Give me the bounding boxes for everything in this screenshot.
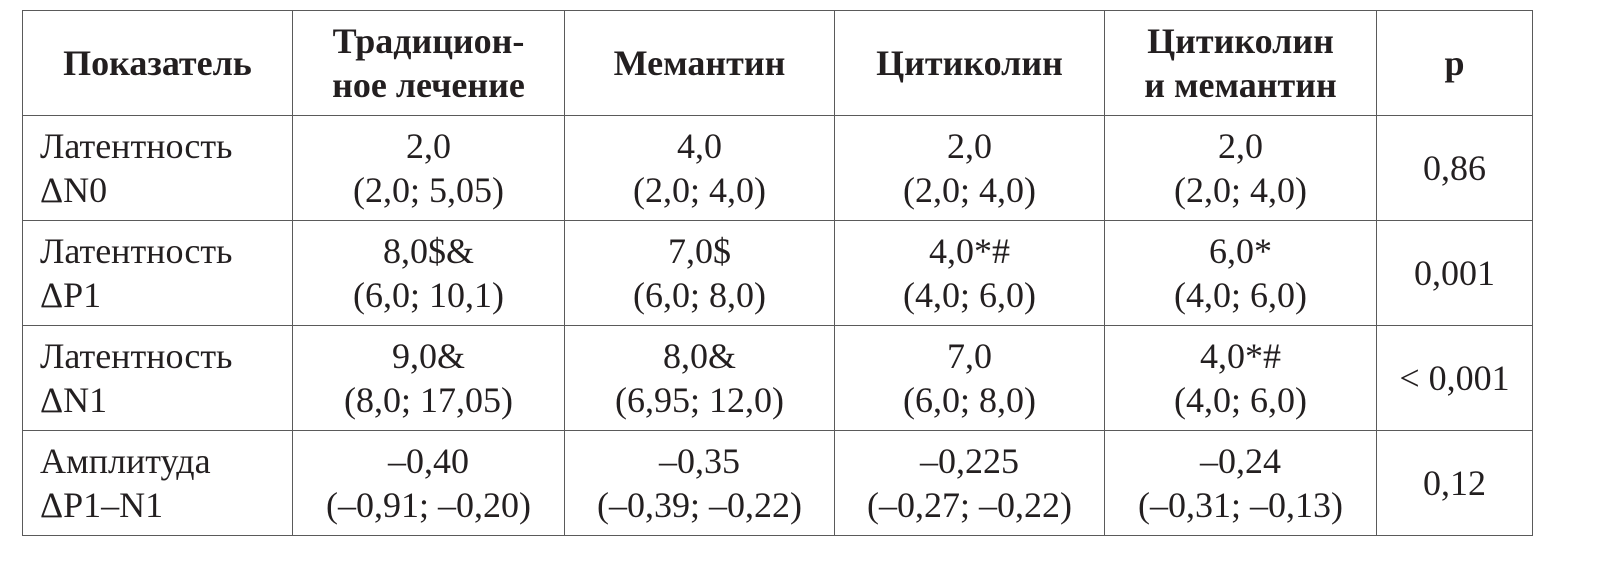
table-row: Латентность ΔN1 9,0& (8,0; 17,05) 8,0& (… <box>22 325 1533 431</box>
header-traditional-treatment: Традицион- ное лечение <box>292 10 565 116</box>
header-citicoline-memantine: Цитиколин и мемантин <box>1104 10 1377 116</box>
table-cell: –0,40 (–0,91; –0,20) <box>292 430 565 536</box>
p-value-cell: 0,12 <box>1376 430 1533 536</box>
table-cell: 8,0$& (6,0; 10,1) <box>292 220 565 326</box>
table-cell: 2,0 (2,0; 4,0) <box>1104 115 1377 221</box>
header-row: Показатель Традицион- ное лечение Мемант… <box>22 10 1533 116</box>
header-indicator: Показатель <box>22 10 293 116</box>
table-cell: –0,225 (–0,27; –0,22) <box>834 430 1105 536</box>
header-p: p <box>1376 10 1533 116</box>
table-cell: –0,24 (–0,31; –0,13) <box>1104 430 1377 536</box>
table-cell: 7,0 (6,0; 8,0) <box>834 325 1105 431</box>
row-label: Амплитуда ΔP1–N1 <box>22 430 293 536</box>
table-container: Показатель Традицион- ное лечение Мемант… <box>22 10 1533 536</box>
table-cell: –0,35 (–0,39; –0,22) <box>564 430 835 536</box>
table-cell: 2,0 (2,0; 4,0) <box>834 115 1105 221</box>
p-value-cell: < 0,001 <box>1376 325 1533 431</box>
table-cell: 9,0& (8,0; 17,05) <box>292 325 565 431</box>
table-cell: 2,0 (2,0; 5,05) <box>292 115 565 221</box>
header-memantine: Мемантин <box>564 10 835 116</box>
p-value-cell: 0,86 <box>1376 115 1533 221</box>
table-row: Амплитуда ΔP1–N1 –0,40 (–0,91; –0,20) –0… <box>22 430 1533 536</box>
row-label: Латентность ΔN1 <box>22 325 293 431</box>
row-label: Латентность ΔP1 <box>22 220 293 326</box>
p-value-cell: 0,001 <box>1376 220 1533 326</box>
table-cell: 4,0*# (4,0; 6,0) <box>834 220 1105 326</box>
data-table: Показатель Традицион- ное лечение Мемант… <box>22 10 1533 536</box>
table-cell: 7,0$ (6,0; 8,0) <box>564 220 835 326</box>
row-label: Латентность ΔN0 <box>22 115 293 221</box>
table-cell: 4,0*# (4,0; 6,0) <box>1104 325 1377 431</box>
table-cell: 8,0& (6,95; 12,0) <box>564 325 835 431</box>
table-cell: 6,0* (4,0; 6,0) <box>1104 220 1377 326</box>
table-row: Латентность ΔP1 8,0$& (6,0; 10,1) 7,0$ (… <box>22 220 1533 326</box>
table-row: Латентность ΔN0 2,0 (2,0; 5,05) 4,0 (2,0… <box>22 115 1533 221</box>
table-cell: 4,0 (2,0; 4,0) <box>564 115 835 221</box>
header-citicoline: Цитиколин <box>834 10 1105 116</box>
